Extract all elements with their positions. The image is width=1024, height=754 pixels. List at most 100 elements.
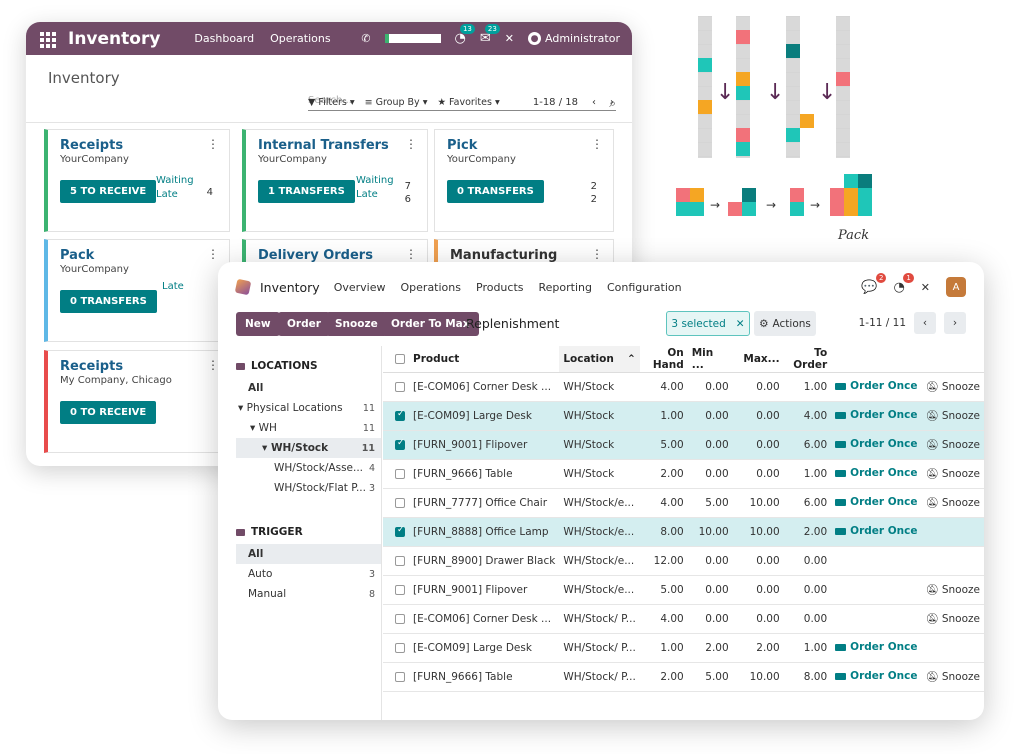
order-once-button[interactable]: Order Once [835,641,917,653]
pager-prev-icon[interactable]: ‹ [914,312,936,334]
row-checkbox[interactable] [383,604,409,634]
table-row[interactable]: [E-COM06] Corner Desk ... WH/Stock/ P... 4… [383,604,984,634]
caret-down-icon[interactable]: ▾ [238,402,247,414]
cell-to-order[interactable]: 0.00 [783,546,832,576]
card-pack[interactable]: Pack YourCompany ⋮ 0 TRANSFERS Late 2 2 [44,239,230,342]
cell-to-order[interactable]: 2.00 [783,517,832,547]
to-receive-button[interactable]: 0 TO RECEIVE [60,401,157,424]
cell-to-order[interactable]: 6.00 [783,488,832,518]
stat-late[interactable]: Late [162,281,184,292]
col-on-hand[interactable]: On Hand [639,346,688,373]
menu-overview[interactable]: Overview [333,280,386,294]
order-once-button[interactable]: Order Once [835,380,917,392]
snooze-row-button[interactable]: 🔕︎ Snooze [925,670,979,684]
snooze-row-button[interactable]: 🔕︎ Snooze [925,438,979,452]
snooze-row-button[interactable]: 🔕︎ Snooze [925,409,979,423]
pager-next-icon[interactable]: › [610,97,614,108]
activity-icon[interactable]: ◔ 1 [893,272,914,295]
card-menu-icon[interactable]: ⋮ [405,137,417,151]
to-receive-button[interactable]: 5 TO RECEIVE [60,180,157,203]
row-checkbox[interactable] [383,662,409,692]
row-checkbox[interactable] [383,401,409,431]
messages-icon[interactable]: ✉ 23 [480,24,500,46]
card-menu-icon[interactable]: ⋮ [591,137,603,151]
snooze-row-button[interactable]: 🔕︎ Snooze [925,467,979,481]
table-row[interactable]: [FURN_9666] Table WH/Stock/ P... 2.00 5.00 1… [383,662,984,692]
cell-to-order[interactable]: 6.00 [783,430,832,460]
col-min[interactable]: Min ... [687,346,733,373]
cell-product[interactable]: [E-COM06] Corner Desk ... [409,604,560,634]
location-wh-stock[interactable]: ▾ WH/Stock 11 [236,438,381,458]
order-button[interactable]: Order [278,312,330,336]
cell-product[interactable]: [E-COM09] Large Desk [409,401,560,431]
apps-grid-icon[interactable] [40,31,56,48]
search-input[interactable]: Search... ⌕ [308,95,616,111]
favorites-button[interactable]: ★ Favorites ▾ [437,97,500,108]
location-wh[interactable]: ▾ WH 11 [236,418,381,438]
menu-dashboard[interactable]: Dashboard [194,32,255,45]
group-by-button[interactable]: ≡ Group By ▾ [364,97,428,108]
row-checkbox[interactable] [383,488,409,518]
phone-icon[interactable]: ✆ [361,32,371,45]
selection-pill[interactable]: 3 selected ✕ [666,311,750,336]
row-checkbox[interactable] [383,459,409,489]
snooze-row-button[interactable]: 🔕︎ Snooze [925,612,979,626]
order-once-button[interactable]: Order Once [835,438,917,450]
card-title[interactable]: Delivery Orders [258,248,373,263]
card-pick[interactable]: Pick YourCompany ⋮ 0 TRANSFERS 2 2 [434,129,614,232]
snooze-row-button[interactable]: 🔕︎ Snooze [925,380,979,394]
card-title[interactable]: Receipts [60,138,124,153]
order-once-button[interactable]: Order Once [835,525,917,537]
location-all[interactable]: All [236,378,381,398]
transfers-button[interactable]: 1 TRANSFERS [258,180,355,203]
stat-late[interactable]: Late [356,189,378,200]
table-row[interactable]: [FURN_9001] FlipoverWH/Stock5.000.000.00… [383,430,984,460]
cell-product[interactable]: [FURN_8888] Office Lamp [409,517,560,547]
cell-product[interactable]: [FURN_7777] Office Chair [409,488,560,518]
pager-prev-icon[interactable]: ‹ [592,97,596,108]
row-checkbox[interactable] [383,633,409,663]
col-max[interactable]: Max... [732,346,784,373]
messages-icon[interactable]: 💬 2 [861,272,887,295]
filters-button[interactable]: ▼ Filters ▾ [308,97,355,108]
actions-button[interactable]: ⚙ Actions [754,311,816,336]
location-physical[interactable]: ▾ Physical Locations 11 [236,398,381,418]
cell-product[interactable]: [FURN_9001] Flipover [409,430,560,460]
order-once-button[interactable]: Order Once [835,409,917,421]
stat-waiting[interactable]: Waiting [356,175,394,186]
cell-product[interactable]: [E-COM09] Large Desk [409,633,560,663]
menu-configuration[interactable]: Configuration [606,280,682,294]
caret-down-icon[interactable]: ▾ [250,422,259,434]
snooze-row-button[interactable]: 🔕︎ Snooze [925,583,979,597]
cell-product[interactable]: [FURN_9666] Table [409,459,560,489]
card-title[interactable]: Internal Transfers [258,138,389,153]
table-row[interactable]: [FURN_9001] Flipover WH/Stock/e... 5.00 0.0… [383,575,984,605]
debug-icon[interactable]: ✕ [504,32,514,45]
menu-operations[interactable]: Operations [270,32,331,45]
row-checkbox[interactable] [383,546,409,576]
stat-waiting[interactable]: Waiting [156,175,194,186]
location-wh-stock-assembly[interactable]: WH/Stock/Asse... 4 [236,458,381,478]
app-name[interactable]: Inventory [68,28,161,49]
pager-value[interactable]: 1-18 / 18 [532,97,578,108]
user-menu[interactable]: ● Administrator [528,32,620,45]
cell-to-order[interactable]: 1.00 [783,633,832,663]
caret-down-icon[interactable]: ▾ [262,442,271,454]
cell-to-order[interactable]: 8.00 [783,662,832,692]
tools-icon[interactable]: ✕ [920,280,930,294]
col-to-order[interactable]: To Order [783,346,832,373]
row-checkbox[interactable] [383,517,409,547]
row-checkbox[interactable] [383,575,409,605]
transfers-button[interactable]: 0 TRANSFERS [60,290,157,313]
app-name[interactable]: Inventory [260,279,320,295]
cell-to-order[interactable]: 0.00 [783,575,832,605]
order-to-max-button[interactable]: Order To Max [382,312,479,336]
cell-to-order[interactable]: 1.00 [783,372,832,402]
cell-product[interactable]: [FURN_9001] Flipover [409,575,560,605]
card-receipts-chicago[interactable]: Receipts My Company, Chicago ⋮ 0 TO RECE… [44,350,230,453]
card-title[interactable]: Pack [60,248,95,263]
table-row[interactable]: [FURN_8888] Office LampWH/Stock/e...8.00… [383,517,984,547]
card-title[interactable]: Manufacturing [450,248,558,263]
order-once-button[interactable]: Order Once [835,496,917,508]
card-menu-icon[interactable]: ⋮ [207,358,219,372]
